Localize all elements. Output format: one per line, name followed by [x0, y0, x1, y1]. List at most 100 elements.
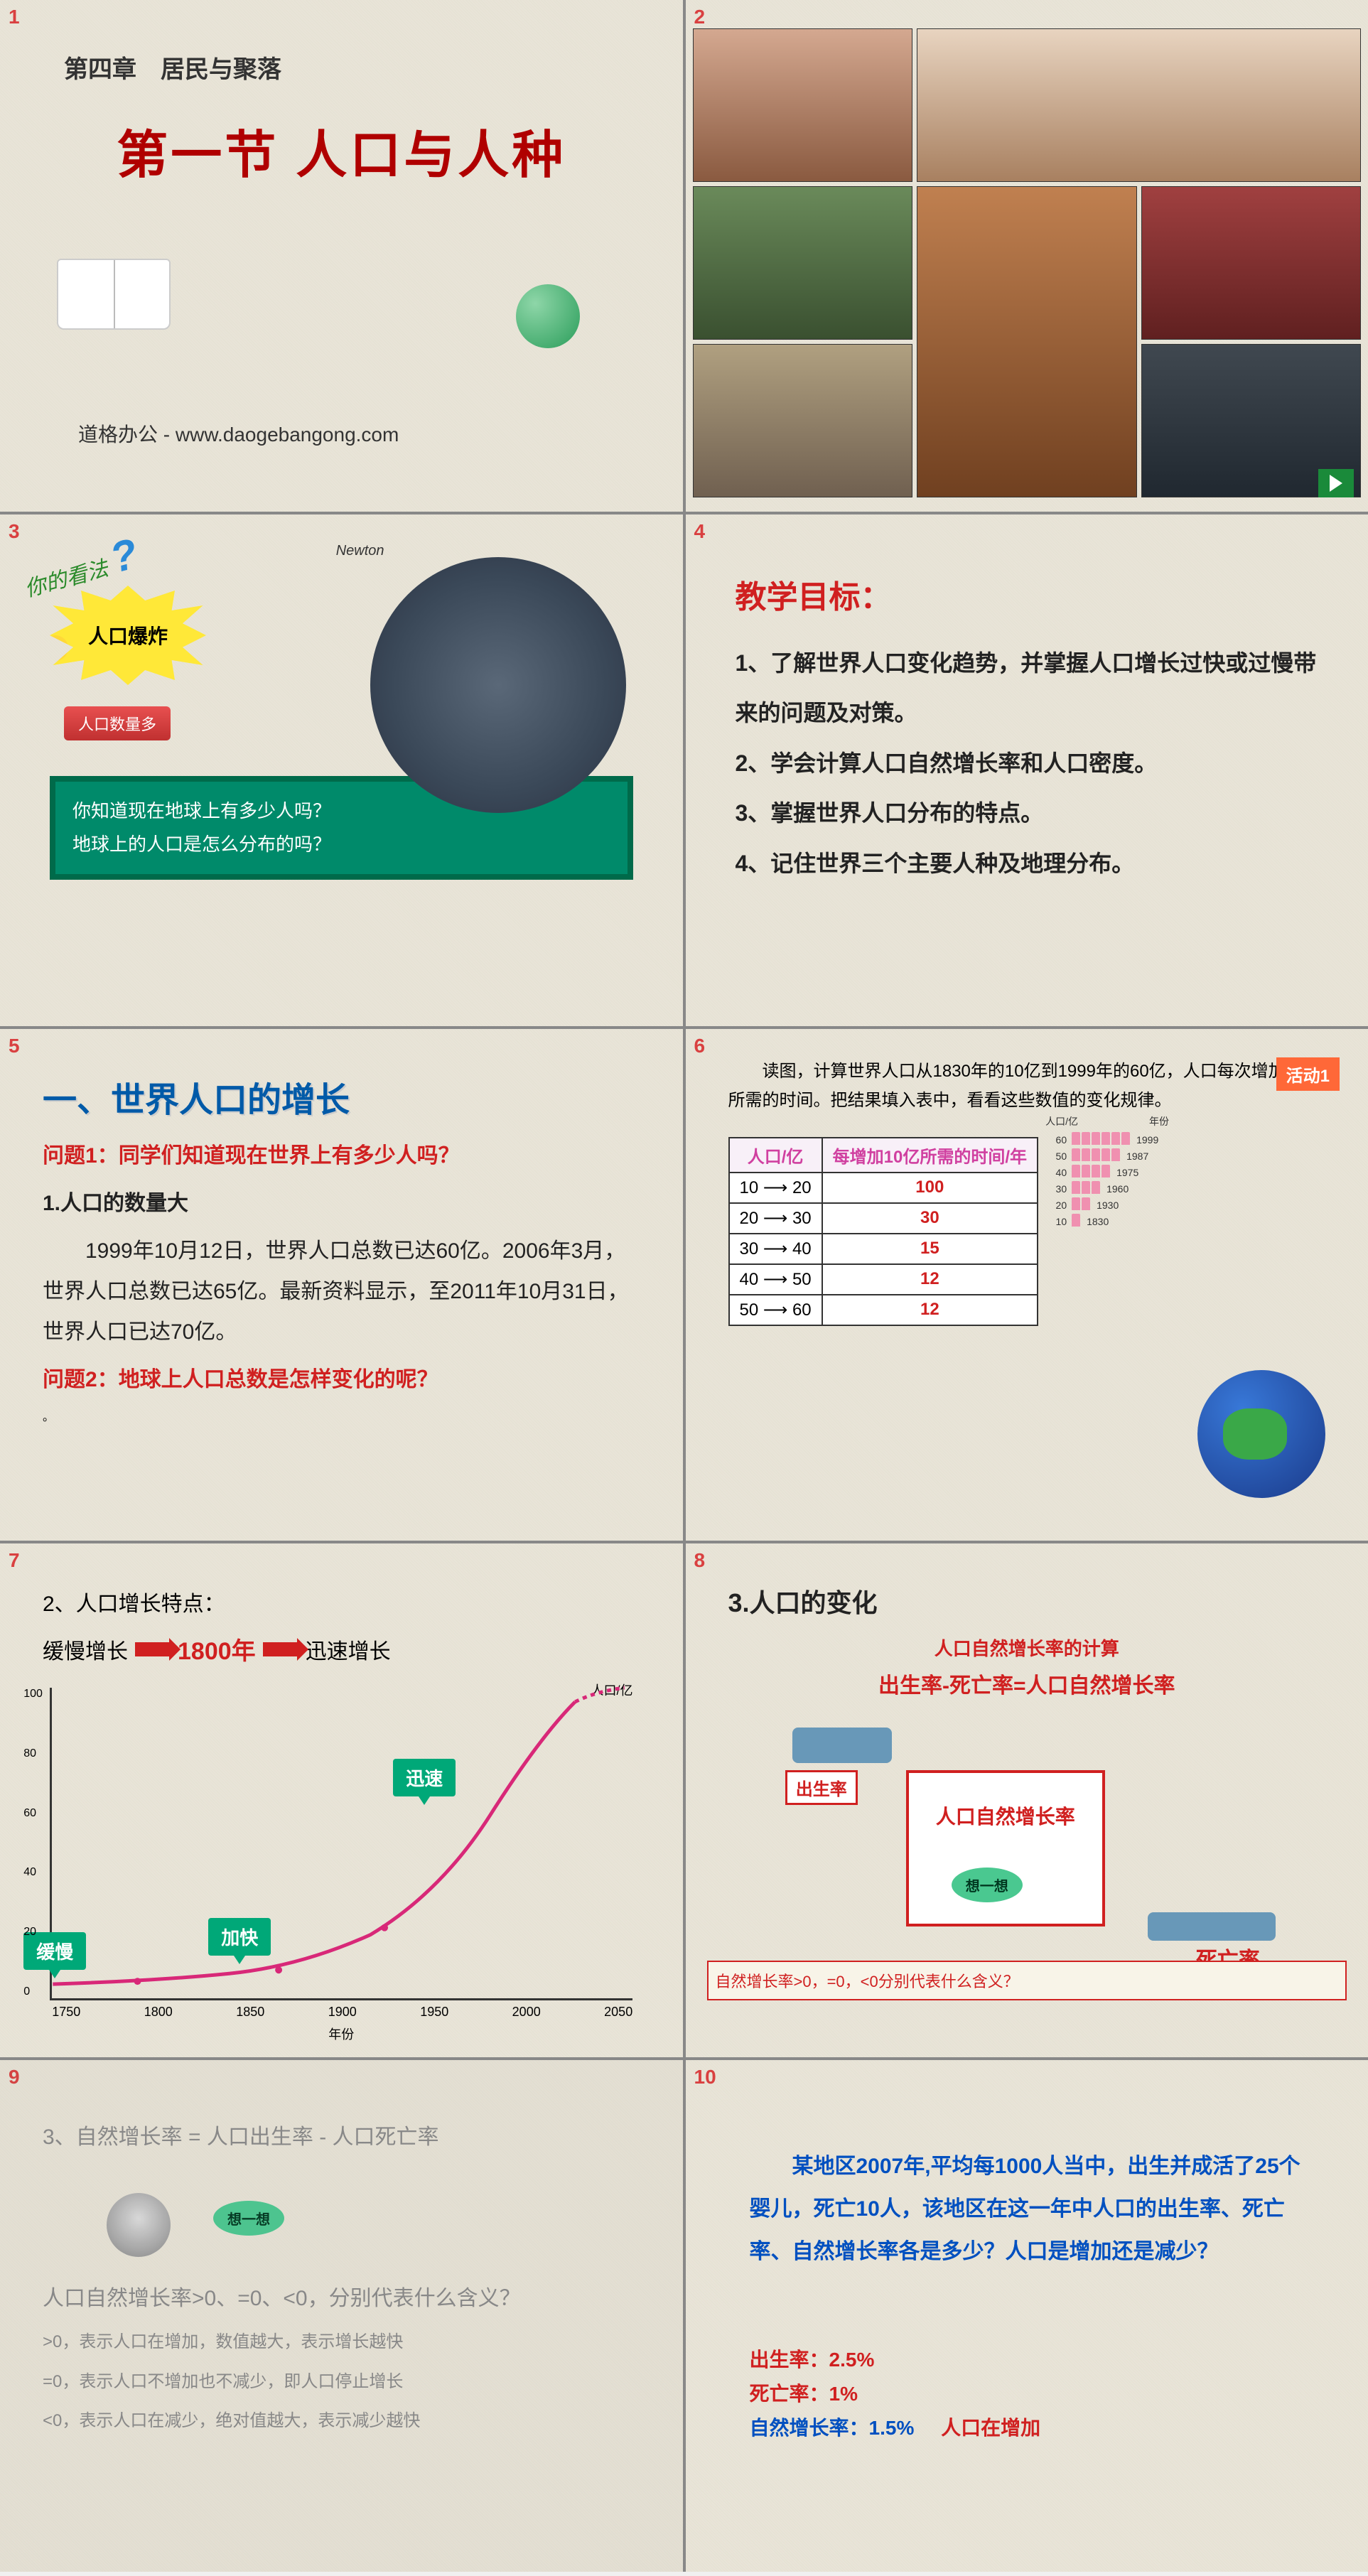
slide-4: 4 教学目标： 1、了解世界人口变化趋势，并掌握人口增长过快或过慢带来的问题及对… [686, 514, 1368, 1026]
goal-item: 4、记住世界三个主要人种及地理分布。 [736, 839, 1319, 888]
arrow-icon [135, 1642, 171, 1656]
speed-label-fast: 迅速 [393, 1759, 456, 1796]
table-cell: 15 [822, 1234, 1038, 1264]
slide-5: 5 一、世界人口的增长 问题1：同学们知道现在世界上有多少人吗？ 1.人口的数量… [0, 1029, 683, 1541]
question-mark-icon: ? [105, 529, 143, 582]
body-paragraph: 1999年10月12日，世界人口总数已达60亿。2006年3月，世界人口总数已达… [43, 1231, 640, 1352]
slide-number: 9 [9, 2066, 20, 2089]
arrow-icon [263, 1642, 298, 1656]
trailing-dot: 。 [43, 1407, 640, 1424]
photo [1141, 186, 1362, 340]
y-axis-labels: 020406080100 [23, 1688, 43, 1998]
speed-label-mid: 加快 [208, 1918, 271, 1956]
slide-2: 2 [686, 0, 1368, 512]
intro-text: 读图，计算世界人口从1830年的10亿到1999年的60亿，人口每次增加10亿所… [728, 1057, 1326, 1116]
earth-icon [1197, 1370, 1325, 1498]
photo [693, 186, 913, 340]
bar-row: 601999 [1045, 1131, 1169, 1146]
table-cell: 30 ⟶ 40 [729, 1234, 822, 1264]
main-title: 第一节 人口与人种 [21, 113, 662, 188]
cat-icon [107, 2193, 171, 2257]
tank: 人口自然增长率 想一想 [906, 1770, 1105, 1926]
table-cell: 20 ⟶ 30 [729, 1203, 822, 1234]
note-box: 自然增长率>0，=0，<0分别代表什么含义？ [707, 1961, 1347, 2000]
question-line: 地球上的人口是怎么分布的吗？ [72, 828, 610, 861]
table-cell: 12 [822, 1295, 1038, 1325]
chapter-title: 第四章 居民与聚落 [64, 50, 662, 85]
result-natural: 自然增长率：1.5% 人口在增加 [750, 2413, 1305, 2441]
result-death: 死亡率：1% [750, 2378, 1305, 2407]
question-2: 问题2：地球上人口总数是怎样变化的呢？ [43, 1359, 640, 1400]
faucet-diagram: 出生率 人口自然增长率 想一想 死亡率 [778, 1713, 1276, 1983]
think-cloud: 想一想 [952, 1868, 1023, 1902]
goals-list: 1、了解世界人口变化趋势，并掌握人口增长过快或过慢带来的问题及对策。 2、学会计… [736, 638, 1319, 888]
table-cell: 12 [822, 1264, 1038, 1295]
table-cell: 30 [822, 1203, 1038, 1234]
slide-7: 7 2、人口增长特点： 缓慢增长 1800年 迅速增长 人口/亿 缓慢 加快 迅… [0, 1543, 683, 2057]
slide-8: 8 3.人口的变化 人口自然增长率的计算 出生率-死亡率=人口自然增长率 出生率… [686, 1543, 1368, 2057]
problem-text: 某地区2007年,平均每1000人当中，出生并成活了25个婴儿，死亡10人，该地… [750, 2145, 1305, 2273]
goal-item: 2、学会计算人口自然增长率和人口密度。 [736, 738, 1319, 788]
burst-badge: 人口爆炸 [50, 586, 206, 685]
goal-item: 1、了解世界人口变化趋势，并掌握人口增长过快或过慢带来的问题及对策。 [736, 638, 1319, 738]
smiley-icon [43, 635, 68, 661]
slide-number: 6 [694, 1035, 706, 1057]
slide-1: 1 第四章 居民与聚落 第一节 人口与人种 道格办公 - www.daogeba… [0, 0, 683, 512]
table-cell: 10 ⟶ 20 [729, 1173, 822, 1203]
tank-label: 人口自然增长率 [909, 1801, 1102, 1830]
think-cloud: 想一想 [213, 2201, 284, 2236]
x-axis-title: 年份 [21, 2025, 662, 2043]
slide-number: 7 [9, 1549, 20, 1572]
pictograph-chart: 人口/亿 年份 60199950198740197530196020193010… [1045, 1114, 1169, 1229]
table-header: 每增加10亿所需的时间/年 [822, 1138, 1038, 1173]
slide-number: 1 [9, 6, 20, 28]
faucet-in-icon [792, 1728, 892, 1763]
photo [917, 28, 1361, 182]
slide-number: 5 [9, 1035, 20, 1057]
bar-row: 501987 [1045, 1148, 1169, 1162]
burst-text: 人口爆炸 [88, 621, 168, 650]
play-button[interactable] [1318, 469, 1354, 497]
result-birth: 出生率：2.5% [750, 2344, 1305, 2373]
book-icon [57, 259, 171, 330]
faucet-out-icon [1148, 1912, 1276, 1941]
activity-badge: 活动1 [1276, 1057, 1340, 1091]
growth-title: 2、人口增长特点： [43, 1586, 640, 1617]
slide-6: 6 活动1 读图，计算世界人口从1830年的10亿到1999年的60亿，人口每次… [686, 1029, 1368, 1541]
slide-number: 2 [694, 6, 706, 28]
slide-3: 3 你的看法 ? Newton 人口爆炸 人口数量多 你知道现在地球上有多少人吗… [0, 514, 683, 1026]
table-cell: 40 ⟶ 50 [729, 1264, 822, 1295]
crowd-photo [370, 557, 626, 813]
slide-9: 9 3、自然增长率 = 人口出生率 - 人口死亡率 想一想 人口自然增长率>0、… [0, 2060, 683, 2572]
answer-line: <0，表示人口在减少，绝对值越大，表示减少越快 [43, 2405, 640, 2437]
slide-number: 3 [9, 520, 20, 543]
section-header: 一、世界人口的增长 [43, 1072, 662, 1121]
photo [693, 344, 913, 497]
table-header: 人口/亿 [729, 1138, 822, 1173]
growth-chart: 缓慢 加快 迅速 1750180018501900195020002050 02… [50, 1688, 632, 2000]
table-cell: 50 ⟶ 60 [729, 1295, 822, 1325]
bar-row: 101830 [1045, 1213, 1169, 1227]
population-table: 人口/亿 每增加10亿所需的时间/年 10 ⟶ 20100 20 ⟶ 3030 … [728, 1137, 1039, 1326]
red-banner: 人口数量多 [64, 706, 171, 740]
photo [917, 186, 1137, 497]
goal-item: 3、掌握世界人口分布的特点。 [736, 788, 1319, 838]
slide-number: 4 [694, 520, 706, 543]
bar-row: 201930 [1045, 1197, 1169, 1211]
formula-title: 3、自然增长率 = 人口出生率 - 人口死亡率 [43, 2117, 640, 2157]
slide-10: 10 某地区2007年,平均每1000人当中，出生并成活了25个婴儿，死亡10人… [686, 2060, 1368, 2572]
footer-link: 道格办公 - www.daogebangong.com [78, 419, 399, 448]
answer-line: =0，表示人口不增加也不减少，即人口停止增长 [43, 2366, 640, 2398]
sub-heading: 1.人口的数量大 [43, 1183, 640, 1224]
subtitle: 人口自然增长率的计算 [707, 1634, 1347, 1661]
slide-number: 8 [694, 1549, 706, 1572]
bar-row: 301960 [1045, 1180, 1169, 1195]
x-axis-labels: 1750180018501900195020002050 [52, 2005, 632, 2020]
photo [693, 28, 913, 182]
question-1: 问题1：同学们知道现在世界上有多少人吗？ [43, 1136, 640, 1176]
formula: 出生率-死亡率=人口自然增长率 [707, 1668, 1347, 1699]
table-cell: 100 [822, 1173, 1038, 1203]
question: 人口自然增长率>0、=0、<0，分别代表什么含义？ [43, 2278, 640, 2319]
section-title: 3.人口的变化 [728, 1579, 1326, 1627]
goals-title: 教学目标： [736, 571, 1347, 617]
